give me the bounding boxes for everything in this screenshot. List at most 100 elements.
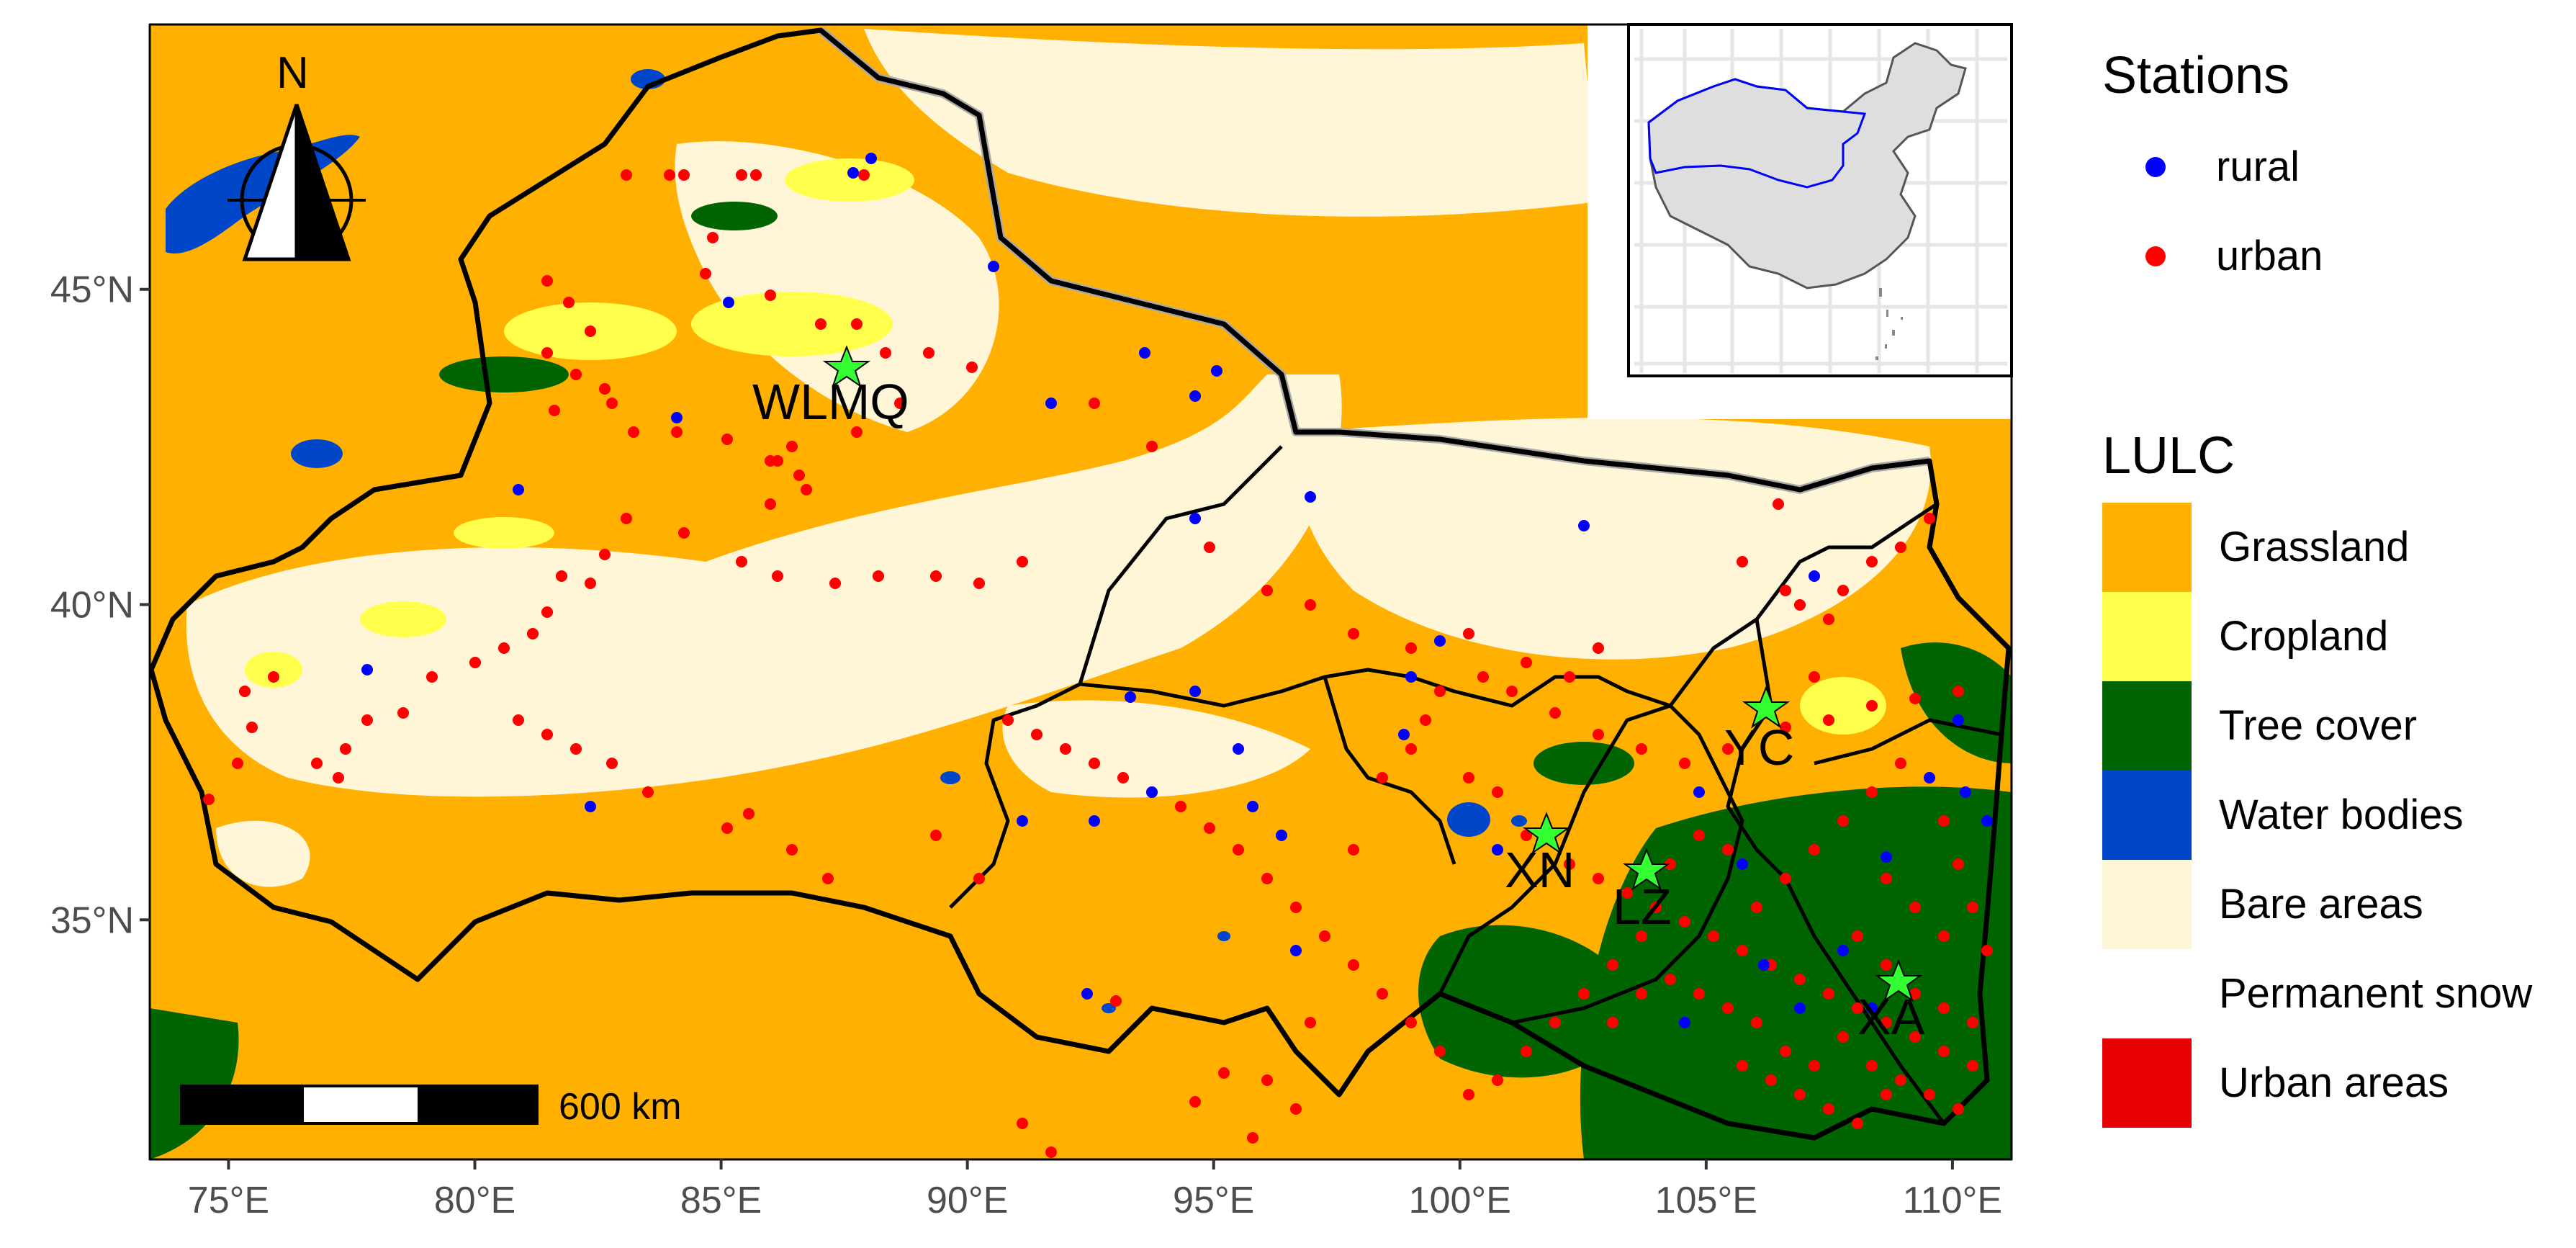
urban-station-dot	[750, 169, 762, 181]
urban-station-dot	[1290, 1103, 1302, 1115]
cropland-layer	[245, 158, 1886, 735]
urban-station-dot	[340, 743, 351, 755]
urban-station-dot	[1607, 959, 1618, 971]
panel-border	[148, 23, 2013, 1161]
rural-station-dot	[1211, 365, 1222, 377]
urban-station-dot	[1521, 657, 1532, 668]
urban-station-dot	[1794, 599, 1806, 611]
urban-station-dot	[1549, 1017, 1561, 1028]
urban-station-dot	[513, 714, 524, 726]
urban-station-dot	[1218, 1067, 1230, 1079]
urban-station-dot	[1305, 1017, 1316, 1028]
rural-station-dot	[1881, 851, 1892, 863]
urban-station-dot	[1175, 801, 1186, 812]
urban-station-dot	[1837, 585, 1849, 596]
station-label-xa: XA	[1857, 989, 1925, 1045]
rural-station-dot	[723, 297, 734, 308]
urban-station-dot	[822, 873, 834, 884]
star-marker-lz	[1622, 848, 1671, 891]
urban-station-dot	[1967, 1017, 1978, 1028]
urban-station-dot	[880, 347, 891, 359]
urban-station-dot	[628, 426, 639, 438]
urban-station-dot	[268, 671, 279, 683]
x-tick-label: 110°E	[1903, 1180, 2002, 1221]
legend-item-rural: rural	[2102, 122, 2570, 212]
urban-station-dot	[1780, 585, 1791, 596]
urban-station-dot	[563, 297, 575, 308]
lulc-legend-title: LULC	[2102, 427, 2235, 485]
urban-station-dot	[765, 289, 776, 301]
urban-station-dot	[1953, 686, 1964, 697]
tree-cover-layer	[150, 202, 2012, 1159]
urban-station-dot	[1636, 743, 1647, 755]
rural-station-dot	[361, 664, 373, 675]
urban-station-dot	[1204, 822, 1215, 834]
urban-station-dot	[829, 578, 841, 589]
urban-station-dot	[1809, 671, 1820, 683]
rural-station-dot	[1189, 513, 1201, 524]
urban-station-dot	[1679, 916, 1690, 928]
rural-station-dot	[1247, 801, 1258, 812]
urban-station-dot	[1909, 988, 1921, 1000]
urban-station-dot	[1650, 902, 1662, 913]
tree-cover-swatch	[2102, 681, 2192, 771]
urban-station-dot	[1434, 1046, 1446, 1057]
urban-station-dot	[1189, 1096, 1201, 1108]
urban-station-dot	[1866, 1060, 1878, 1072]
urban-station-dot	[930, 830, 942, 841]
inset-study-region	[1647, 78, 1867, 189]
inset-islands	[1875, 288, 1903, 360]
urban-station-dot	[1823, 988, 1834, 1000]
rural-station-dot	[1679, 1017, 1690, 1028]
urban-station-dot	[1938, 815, 1950, 827]
urban-station-dot	[1290, 902, 1302, 913]
urban-station-dot	[1031, 729, 1042, 740]
urban-station-dot	[469, 657, 481, 668]
urban-station-dot	[1852, 1002, 1863, 1014]
urban-station-dot	[736, 169, 747, 181]
urban-station-dot	[1377, 988, 1388, 1000]
urban-station-dot	[1981, 945, 1993, 956]
rural-station-dot	[585, 801, 596, 812]
urban-station-dot	[973, 873, 985, 884]
urban-station-dot	[1261, 873, 1273, 884]
legend: Stations rural urban LULC Grassland Crop…	[2102, 43, 2570, 1128]
urban-station-dot	[815, 318, 827, 330]
urban-station-dot	[1895, 542, 1906, 553]
rural-station-dot	[1146, 786, 1158, 798]
urban-station-dot	[1593, 873, 1604, 884]
legend-item-tree-cover: Tree cover	[2102, 681, 2570, 771]
urban-station-dot	[1693, 988, 1705, 1000]
urban-station-dot	[1405, 642, 1417, 654]
urban-station-dot	[1823, 614, 1834, 625]
station-lz: LZ	[1613, 848, 1672, 935]
urban-station-dot	[851, 318, 863, 330]
urban-station-dot	[678, 527, 690, 539]
urban-station-dot	[527, 628, 539, 639]
star-marker-xn	[1522, 812, 1571, 855]
rural-station-dot	[1081, 988, 1093, 1000]
urban-station-dot	[1751, 1017, 1762, 1028]
urban-station-dot	[1405, 743, 1417, 755]
rural-station-dot	[1794, 1002, 1806, 1014]
rural-station-dot	[1045, 398, 1057, 409]
rural-station-dot	[988, 261, 999, 272]
urban-station-dot	[1319, 930, 1330, 942]
urban-station-dot	[549, 405, 560, 416]
urban-station-dot	[1261, 1074, 1273, 1086]
urban-station-dot	[1621, 887, 1633, 899]
urban-station-dot	[541, 275, 553, 287]
urban-station-dot	[1924, 1089, 1935, 1100]
urban-station-dot	[1578, 988, 1590, 1000]
urban-station-dot	[606, 758, 618, 769]
axes: 75°E 80°E 85°E 90°E 95°E 100°E 105°E 110°E 45°N 4…	[50, 269, 2002, 1221]
urban-station-dot	[1204, 542, 1215, 553]
urban-station-dot	[585, 578, 596, 589]
urban-station-dot	[1794, 1089, 1806, 1100]
legend-item-urban-areas: Urban areas	[2102, 1038, 2570, 1128]
rural-station-dot	[1953, 714, 1964, 726]
urban-station-dot	[1895, 758, 1906, 769]
urban-station-dot	[1852, 1118, 1863, 1129]
urban-station-dot	[1117, 772, 1129, 784]
legend-item-bare-areas: Bare areas	[2102, 860, 2570, 949]
